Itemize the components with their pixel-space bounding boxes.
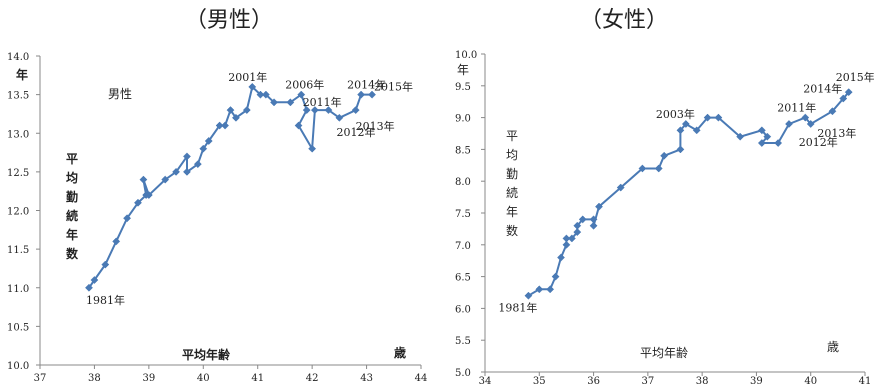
female-data-point bbox=[557, 254, 564, 261]
male-chart-title: （男性） bbox=[185, 8, 273, 33]
female-year-label: 1981年 bbox=[498, 301, 537, 315]
male-data-point bbox=[358, 91, 365, 98]
male-year-label: 2011年 bbox=[303, 95, 342, 109]
female-y-axis-title: 平均勤続年数 bbox=[506, 129, 518, 238]
female-y-tick-label: 7.0 bbox=[455, 241, 471, 252]
male-x-axis-title: 平均年齢 bbox=[182, 347, 231, 362]
male-chart: （男性） 10.0 10.5 11.0 11.5 12.0 12.5 13.0 13.5 14.… bbox=[7, 8, 427, 384]
male-x-tick-label: 37 bbox=[34, 373, 47, 384]
female-y-tick-label: 5.5 bbox=[455, 336, 471, 347]
male-data-point bbox=[221, 122, 228, 129]
female-x-tick-label: 37 bbox=[641, 376, 654, 387]
male-y-tick-label: 12.5 bbox=[7, 168, 29, 179]
male-y-tick-label: 11.0 bbox=[7, 284, 29, 295]
male-data-points bbox=[85, 83, 375, 291]
female-y-tick-label: 9.5 bbox=[455, 82, 471, 93]
male-series-label: 男性 bbox=[108, 87, 132, 101]
male-y-tick-label: 11.5 bbox=[7, 245, 29, 256]
female-x-tick-label: 38 bbox=[696, 376, 709, 387]
male-x-tick-label: 44 bbox=[415, 373, 428, 384]
male-y-tick-label: 14.0 bbox=[7, 52, 29, 63]
female-y-tick-label: 5.0 bbox=[455, 368, 471, 379]
male-year-label: 1981年 bbox=[86, 293, 125, 307]
male-x-tick-label: 42 bbox=[306, 373, 319, 384]
male-series-line bbox=[89, 87, 372, 288]
male-x-tick-label: 41 bbox=[251, 373, 264, 384]
male-year-label: 2015年 bbox=[374, 80, 413, 94]
male-data-point bbox=[140, 176, 147, 183]
female-x-tick-labels: 34 35 36 37 38 39 40 41 bbox=[479, 372, 872, 387]
female-data-point bbox=[590, 222, 597, 229]
female-y-tick-label: 8.5 bbox=[455, 145, 471, 156]
female-x-tick-label: 41 bbox=[859, 376, 872, 387]
male-x-tick-label: 38 bbox=[88, 373, 101, 384]
female-year-label: 2013年 bbox=[817, 126, 856, 140]
male-y-axis-title: 平均勤続年数 bbox=[66, 152, 79, 261]
male-y-tick-label: 12.0 bbox=[7, 207, 29, 218]
female-data-point bbox=[677, 146, 684, 153]
female-data-point bbox=[547, 286, 554, 293]
male-data-point bbox=[352, 106, 359, 113]
female-x-unit-label: 歳 bbox=[827, 340, 839, 354]
female-chart-title: （女性） bbox=[580, 8, 668, 33]
female-year-label: 2015年 bbox=[836, 70, 874, 84]
female-year-label: 2003年 bbox=[656, 107, 695, 121]
female-x-tick-label: 39 bbox=[750, 376, 763, 387]
female-y-tick-label: 8.0 bbox=[455, 177, 471, 188]
female-y-tick-label: 6.5 bbox=[455, 273, 471, 284]
male-y-tick-labels: 10.0 10.5 11.0 11.5 12.0 12.5 13.0 13.5 14.0 bbox=[7, 52, 40, 372]
female-y-tick-label: 7.5 bbox=[455, 209, 471, 220]
female-y-tick-labels: 5.0 5.5 6.0 6.5 7.0 7.5 8.0 8.5 9.0 9.5 10.0 bbox=[455, 50, 485, 379]
male-y-unit-label: 年 bbox=[16, 67, 28, 82]
female-data-point bbox=[552, 273, 559, 280]
male-y-tick-label: 13.0 bbox=[7, 129, 29, 140]
female-data-point bbox=[661, 152, 668, 159]
male-x-tick-labels: 37 38 39 40 41 42 43 44 bbox=[34, 365, 428, 384]
female-x-tick-label: 40 bbox=[804, 376, 817, 387]
female-year-label: 2011年 bbox=[777, 101, 816, 115]
female-x-axis-title: 平均年齢 bbox=[640, 345, 688, 360]
male-x-unit-label: 歳 bbox=[394, 345, 406, 360]
male-y-tick-label: 10.5 bbox=[7, 322, 29, 333]
female-y-tick-label: 10.0 bbox=[455, 50, 477, 61]
female-x-tick-label: 36 bbox=[587, 376, 600, 387]
female-y-unit-label: 年 bbox=[457, 63, 469, 77]
female-chart: （女性） 5.05.56.06.57.07.58.08.59.09.510.0 … bbox=[455, 8, 874, 387]
male-x-tick-label: 39 bbox=[142, 373, 155, 384]
female-x-tick-label: 35 bbox=[533, 376, 546, 387]
male-x-tick-label: 40 bbox=[197, 373, 210, 384]
female-y-tick-label: 6.0 bbox=[455, 304, 471, 315]
male-year-label: 2001年 bbox=[228, 70, 267, 84]
female-x-tick-label: 34 bbox=[479, 376, 492, 387]
male-year-label: 2006年 bbox=[285, 78, 324, 92]
male-y-tick-label: 10.0 bbox=[7, 361, 29, 372]
female-y-tick-label: 9.0 bbox=[455, 114, 471, 125]
male-data-point bbox=[113, 238, 120, 245]
male-year-label: 2013年 bbox=[356, 119, 395, 133]
female-data-point bbox=[655, 165, 662, 172]
male-y-tick-label: 13.5 bbox=[7, 91, 29, 102]
male-x-tick-label: 43 bbox=[360, 373, 373, 384]
